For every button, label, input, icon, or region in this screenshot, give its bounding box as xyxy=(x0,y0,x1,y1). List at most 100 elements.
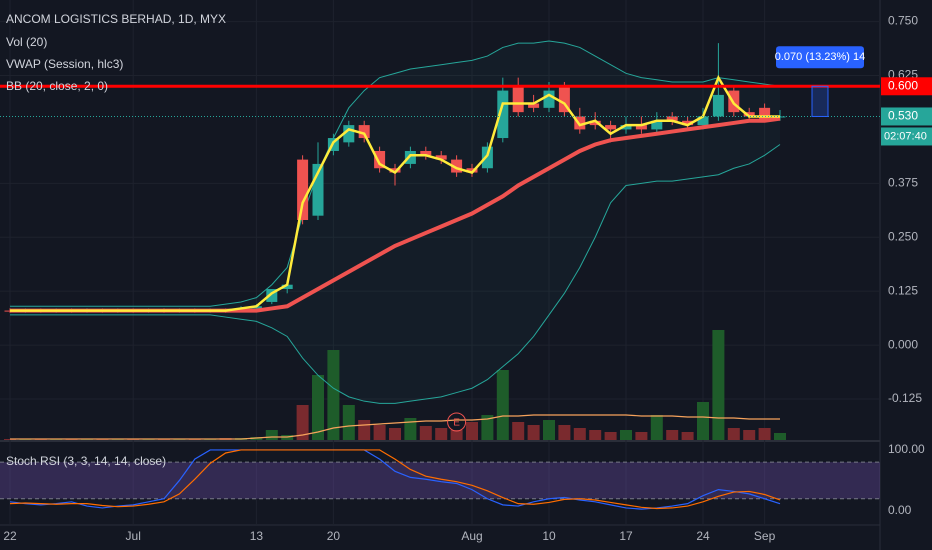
volume-bar xyxy=(373,425,386,440)
x-tick-label: 13 xyxy=(250,529,264,543)
volume-bar xyxy=(774,433,786,440)
y-tick-label: 0.750 xyxy=(888,14,918,28)
candle-body xyxy=(358,125,370,139)
x-tick-label: 17 xyxy=(619,529,633,543)
volume-bar xyxy=(573,428,586,440)
volume-bar xyxy=(589,430,602,440)
candle-body xyxy=(512,86,524,113)
volume-ma-line xyxy=(10,414,780,440)
y-tick-label: 0.00 xyxy=(888,503,912,517)
last-price-box xyxy=(881,107,932,126)
volume-bar xyxy=(758,428,771,440)
indicator-line xyxy=(10,144,781,404)
candle-body xyxy=(389,168,401,173)
x-tick-label: 10 xyxy=(542,529,556,543)
volume-bar xyxy=(712,330,725,440)
hline-label: 0.600 xyxy=(888,78,918,92)
volume-bar xyxy=(697,402,709,440)
volume-bar xyxy=(650,415,663,440)
candle-body xyxy=(435,155,447,160)
volume-bar xyxy=(358,420,371,440)
candle-body xyxy=(420,150,432,156)
candle-body xyxy=(451,159,463,173)
candle-body xyxy=(558,86,570,113)
candle-body xyxy=(666,116,678,121)
volume-bar xyxy=(681,432,694,440)
volume-bar xyxy=(450,430,463,440)
candle-body xyxy=(574,116,586,130)
volume-bar xyxy=(265,430,278,440)
candle-body xyxy=(374,150,386,169)
candle-body xyxy=(759,107,771,121)
volume-bar xyxy=(404,418,417,440)
volume-bar xyxy=(527,425,540,440)
x-tick-label: 22 xyxy=(3,529,17,543)
measure-area xyxy=(811,85,829,117)
volume-bar xyxy=(419,426,432,440)
x-tick-label: Jul xyxy=(126,529,141,543)
earnings-marker xyxy=(447,412,467,432)
measure-label-box xyxy=(776,46,864,69)
volume-bar xyxy=(389,428,401,440)
volume-bar xyxy=(604,432,617,440)
volume-bar xyxy=(727,428,740,440)
volume-bar xyxy=(558,425,571,440)
volume-bar xyxy=(620,430,632,440)
y-tick-label: 100.00 xyxy=(888,442,925,456)
candle-body xyxy=(312,163,324,216)
candle-body xyxy=(651,120,663,130)
y-tick-label: 0.250 xyxy=(888,229,918,243)
volume-bar xyxy=(743,430,756,440)
volume-bar xyxy=(342,405,355,440)
volume-bar xyxy=(512,422,525,440)
x-tick-label: 20 xyxy=(327,529,341,543)
volume-bar xyxy=(481,415,494,440)
volume-bar xyxy=(496,370,509,440)
candle-body xyxy=(343,125,355,143)
candle-body xyxy=(481,146,493,169)
x-tick-label: Aug xyxy=(461,529,482,543)
countdown: 02:07:40 xyxy=(884,130,927,142)
y-tick-label: 0.125 xyxy=(888,283,918,297)
candle-body xyxy=(543,90,555,108)
volume-bar xyxy=(635,432,648,440)
hline-label-box xyxy=(881,77,932,96)
volume-bar xyxy=(466,422,478,440)
candle-body xyxy=(404,150,416,164)
candle-body xyxy=(712,94,724,117)
chart-title: ANCOM LOGISTICS BERHAD, 1D, MYX xyxy=(6,12,226,26)
y-tick-label: 0.375 xyxy=(888,176,918,190)
candle-body xyxy=(605,125,617,130)
volume-bar xyxy=(327,350,340,440)
y-tick-label: -0.125 xyxy=(888,391,922,405)
candle-body xyxy=(281,284,293,290)
candle-body xyxy=(635,125,647,130)
volume-bar xyxy=(435,428,448,440)
volume-bar xyxy=(296,405,309,440)
candle-body xyxy=(743,112,755,117)
earnings-label: E xyxy=(453,418,460,429)
indicator-line xyxy=(10,40,781,307)
x-tick-label: Sep xyxy=(754,529,776,543)
indicator-label: VWAP (Session, hlc3) xyxy=(6,57,123,71)
candle-body xyxy=(620,125,632,130)
candle-body xyxy=(589,120,601,126)
candle-body xyxy=(466,168,478,173)
y-tick-label: 0.000 xyxy=(888,337,918,351)
countdown-box xyxy=(881,127,932,146)
candle-body xyxy=(297,159,309,220)
candle-body xyxy=(497,90,509,139)
volume-bar xyxy=(312,375,324,440)
indicator-label: Vol (20) xyxy=(6,35,47,49)
volume-bar xyxy=(543,420,555,440)
indicator-label: Stoch RSI (3, 3, 14, 14, close) xyxy=(6,454,166,468)
candle-body xyxy=(682,120,694,126)
stoch-line xyxy=(9,449,781,510)
x-tick-label: 24 xyxy=(696,529,710,543)
vwap-line xyxy=(10,74,780,312)
last-price-label: 0.530 xyxy=(888,109,918,123)
candle-body xyxy=(528,103,540,108)
measure-label: 0.070 (13.23%) 14 xyxy=(775,51,866,63)
